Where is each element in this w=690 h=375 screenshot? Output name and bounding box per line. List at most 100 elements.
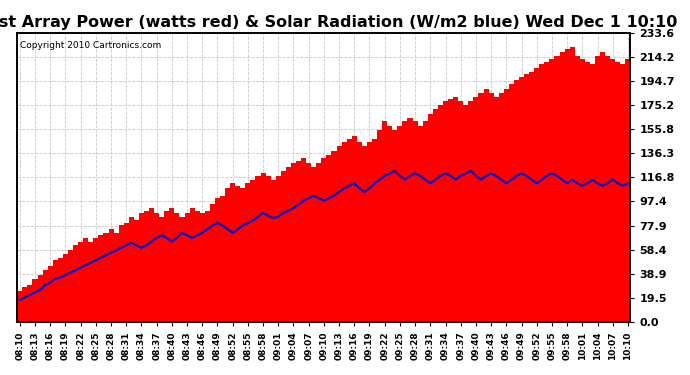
Bar bbox=[610, 59, 615, 322]
Bar bbox=[544, 62, 549, 322]
Bar bbox=[433, 109, 438, 322]
Bar bbox=[220, 196, 225, 322]
Bar bbox=[514, 80, 519, 322]
Bar bbox=[423, 121, 428, 322]
Bar bbox=[154, 213, 159, 322]
Bar bbox=[230, 183, 235, 322]
Bar bbox=[184, 213, 190, 322]
Bar bbox=[99, 236, 103, 322]
Bar bbox=[124, 223, 129, 322]
Bar bbox=[63, 254, 68, 322]
Bar bbox=[372, 139, 377, 322]
Bar bbox=[28, 285, 32, 322]
Bar bbox=[362, 146, 367, 322]
Bar bbox=[88, 242, 93, 322]
Bar bbox=[493, 96, 499, 322]
Bar bbox=[367, 142, 372, 322]
Bar bbox=[104, 233, 108, 322]
Bar bbox=[428, 114, 433, 322]
Bar bbox=[58, 258, 63, 322]
Bar bbox=[590, 64, 595, 322]
Bar bbox=[119, 225, 124, 322]
Bar bbox=[453, 96, 458, 322]
Bar bbox=[575, 56, 580, 322]
Bar bbox=[316, 164, 322, 322]
Bar bbox=[129, 217, 134, 322]
Bar bbox=[540, 64, 544, 322]
Bar bbox=[144, 210, 149, 322]
Bar bbox=[296, 161, 301, 322]
Bar bbox=[73, 245, 78, 322]
Bar bbox=[555, 56, 560, 322]
Bar bbox=[346, 139, 352, 322]
Bar bbox=[393, 130, 397, 322]
Bar bbox=[48, 266, 52, 322]
Bar bbox=[139, 213, 144, 322]
Bar bbox=[291, 164, 296, 322]
Bar bbox=[377, 130, 382, 322]
Bar bbox=[387, 126, 393, 322]
Bar bbox=[225, 188, 230, 322]
Bar bbox=[331, 151, 337, 322]
Text: Copyright 2010 Cartronics.com: Copyright 2010 Cartronics.com bbox=[21, 41, 161, 50]
Bar bbox=[43, 270, 48, 322]
Bar bbox=[382, 121, 387, 322]
Bar bbox=[408, 118, 413, 322]
Bar bbox=[205, 210, 210, 322]
Bar bbox=[301, 159, 306, 322]
Bar bbox=[438, 105, 443, 322]
Bar bbox=[580, 59, 585, 322]
Bar bbox=[615, 62, 620, 322]
Bar bbox=[210, 204, 215, 322]
Bar bbox=[240, 188, 246, 322]
Bar bbox=[342, 142, 346, 322]
Bar bbox=[190, 208, 195, 322]
Bar bbox=[519, 76, 524, 322]
Bar bbox=[175, 213, 179, 322]
Bar bbox=[22, 287, 28, 322]
Bar bbox=[504, 89, 509, 322]
Bar bbox=[337, 146, 342, 322]
Bar bbox=[499, 93, 504, 322]
Bar bbox=[413, 121, 417, 322]
Bar bbox=[585, 62, 590, 322]
Bar bbox=[250, 180, 255, 322]
Bar bbox=[357, 142, 362, 322]
Bar bbox=[246, 183, 250, 322]
Bar bbox=[489, 93, 493, 322]
Bar bbox=[108, 229, 114, 322]
Bar bbox=[199, 213, 205, 322]
Bar bbox=[509, 84, 514, 322]
Bar bbox=[595, 56, 600, 322]
Bar bbox=[215, 198, 220, 322]
Bar bbox=[448, 99, 453, 322]
Bar bbox=[311, 167, 316, 322]
Bar bbox=[149, 208, 154, 322]
Bar bbox=[52, 260, 58, 322]
Bar bbox=[255, 176, 261, 322]
Bar bbox=[443, 102, 448, 322]
Bar bbox=[478, 93, 484, 322]
Bar bbox=[37, 275, 43, 322]
Bar bbox=[524, 74, 529, 322]
Bar bbox=[549, 59, 555, 322]
Bar bbox=[286, 167, 291, 322]
Bar bbox=[235, 186, 240, 322]
Bar bbox=[78, 242, 83, 322]
Bar bbox=[605, 56, 610, 322]
Bar bbox=[93, 238, 99, 322]
Bar bbox=[458, 102, 463, 322]
Bar bbox=[266, 176, 270, 322]
Bar bbox=[281, 171, 286, 322]
Bar bbox=[306, 164, 311, 322]
Bar bbox=[114, 233, 119, 322]
Bar bbox=[159, 217, 164, 322]
Bar bbox=[169, 208, 175, 322]
Bar bbox=[570, 47, 575, 322]
Bar bbox=[625, 59, 631, 322]
Bar bbox=[352, 136, 357, 322]
Bar bbox=[134, 220, 139, 322]
Bar bbox=[83, 238, 88, 322]
Bar bbox=[417, 126, 423, 322]
Bar bbox=[469, 102, 473, 322]
